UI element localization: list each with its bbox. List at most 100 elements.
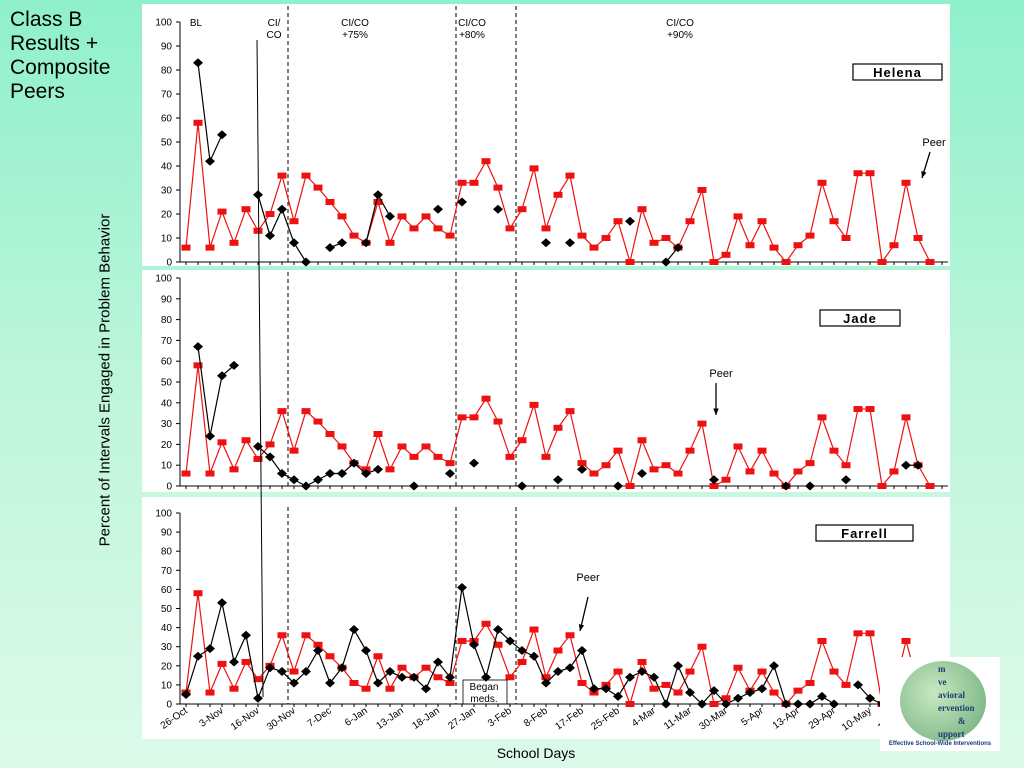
y-tick-label: 20 — [161, 210, 173, 221]
student-data-point — [181, 689, 191, 699]
peer-data-point — [817, 414, 827, 421]
peer-data-point — [517, 437, 527, 444]
student-data-point — [289, 238, 299, 248]
student-data-point — [325, 678, 335, 688]
student-data-point — [673, 661, 683, 671]
y-tick-label: 80 — [161, 66, 173, 77]
student-data-point — [337, 469, 347, 479]
annotation-arrowhead — [713, 408, 719, 415]
peer-data-point — [373, 653, 383, 660]
student-data-point — [637, 667, 647, 677]
slide-title: Class B Results + Composite Peers — [10, 8, 111, 103]
series-line — [197, 346, 235, 437]
peer-data-point — [385, 239, 395, 246]
student-data-point — [265, 663, 275, 673]
y-tick-label: 80 — [161, 547, 173, 558]
student-data-point — [409, 481, 419, 491]
peer-data-point — [493, 641, 503, 648]
peer-data-point — [553, 191, 563, 198]
peer-data-point — [637, 206, 647, 213]
peer-data-point — [757, 218, 767, 225]
y-tick-label: 50 — [161, 138, 173, 149]
student-data-point — [445, 469, 455, 479]
peer-data-point — [193, 362, 203, 369]
peer-data-point — [241, 658, 251, 665]
peer-data-point — [205, 470, 215, 477]
peer-data-point — [505, 453, 515, 460]
peer-data-point — [313, 418, 323, 425]
logo-line: ervention — [938, 703, 975, 713]
student-data-point — [289, 475, 299, 485]
y-tick-label: 0 — [166, 700, 172, 711]
phase-change-line-main — [256, 39, 264, 698]
peer-data-point — [577, 460, 587, 467]
y-tick-label: 100 — [155, 18, 172, 29]
student-data-point — [277, 204, 287, 214]
peer-data-point — [229, 466, 239, 473]
peer-data-point — [709, 483, 719, 489]
student-data-point — [301, 667, 311, 677]
student-data-point — [577, 646, 587, 656]
y-tick-label: 70 — [161, 90, 173, 101]
y-tick-label: 90 — [161, 528, 173, 539]
logo-line: m — [938, 664, 946, 674]
y-tick-label: 40 — [161, 398, 173, 409]
peer-data-point — [229, 685, 239, 692]
student-data-point — [805, 481, 815, 491]
peer-data-point — [925, 259, 935, 265]
student-data-point — [553, 475, 563, 485]
phase-label: BL — [190, 18, 203, 29]
phase-label: +80% — [459, 30, 485, 41]
phase-label: CI/CO — [458, 18, 486, 29]
peer-data-point — [553, 647, 563, 654]
student-data-point — [613, 691, 623, 701]
student-data-point — [685, 688, 695, 698]
student-data-point — [229, 657, 239, 667]
peer-data-point — [757, 447, 767, 454]
peer-data-point — [421, 213, 431, 220]
logo-tagline: Effective School-Wide Interventions — [888, 741, 992, 747]
peer-data-point — [769, 244, 779, 251]
student-data-point — [793, 699, 803, 709]
peer-data-point — [193, 119, 203, 126]
peer-data-point — [181, 244, 191, 251]
peer-data-point — [589, 470, 599, 477]
peer-data-point — [697, 643, 707, 650]
student-data-point — [625, 672, 635, 682]
peer-data-point — [565, 632, 575, 639]
peer-data-point — [757, 668, 767, 675]
student-data-point — [361, 238, 371, 248]
student-data-point — [445, 672, 455, 682]
peer-data-point — [253, 455, 263, 462]
peer-data-point — [901, 179, 911, 186]
student-data-point — [313, 646, 323, 656]
peer-data-point — [217, 439, 227, 446]
peer-data-point — [829, 218, 839, 225]
student-series — [181, 582, 935, 709]
student-data-point — [301, 257, 311, 267]
logo-text: m ve avioral ervention & upport — [938, 663, 975, 741]
peer-data-point — [277, 172, 287, 179]
peer-data-point — [853, 406, 863, 413]
began-meds-annotation: Began — [470, 682, 499, 693]
student-data-point — [217, 130, 227, 140]
y-tick-label: 60 — [161, 585, 173, 596]
peer-data-point — [637, 658, 647, 665]
student-data-point — [553, 667, 563, 677]
student-data-point — [457, 197, 467, 207]
phase-label: CI/CO — [666, 18, 694, 29]
peer-data-point — [541, 453, 551, 460]
peer-data-point — [397, 664, 407, 671]
student-name-box — [852, 63, 943, 81]
student-data-point — [349, 625, 359, 635]
y-tick-label: 30 — [161, 186, 173, 197]
peer-data-point — [673, 470, 683, 477]
student-data-point — [745, 688, 755, 698]
student-data-point — [265, 452, 275, 462]
student-data-point — [637, 469, 647, 479]
peer-data-point — [877, 259, 887, 265]
peer-data-point — [853, 630, 863, 637]
peer-data-point — [829, 668, 839, 675]
student-data-point — [481, 672, 491, 682]
